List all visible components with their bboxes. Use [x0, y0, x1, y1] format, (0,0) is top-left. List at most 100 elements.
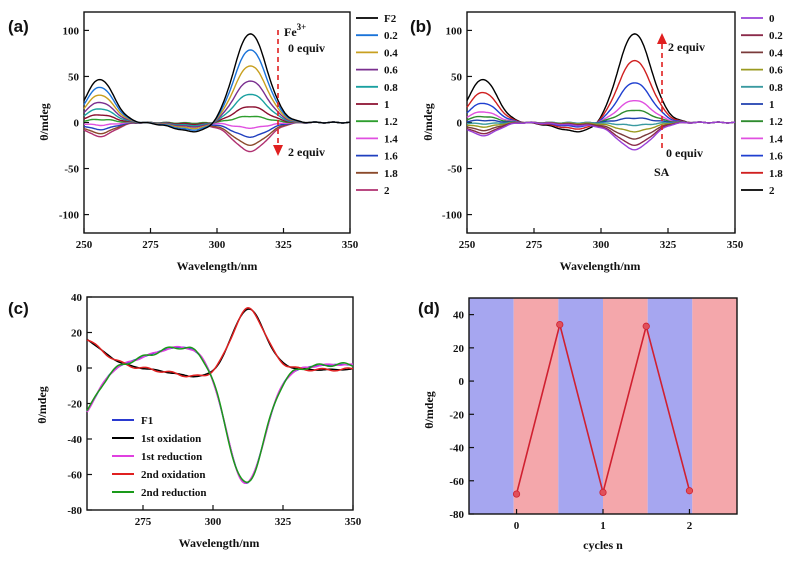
- legend-entry: 0.8: [769, 82, 783, 94]
- legend-entry: 1.2: [769, 116, 783, 128]
- ytick-label: 0: [77, 363, 83, 375]
- xtick-label: 325: [660, 239, 677, 251]
- ytick-label: 0: [457, 118, 463, 130]
- panel-d-background-bands: [469, 298, 737, 514]
- xtick-label: 250: [76, 239, 93, 251]
- ytick-label: -40: [449, 443, 464, 455]
- panel-c-xlabel: Wavelength/nm: [179, 536, 260, 550]
- legend-entry: 0.2: [384, 30, 398, 42]
- panel-b-ylabel: θ/mdeg: [421, 103, 435, 141]
- series-line: [83, 121, 351, 139]
- legend-entry: 1.4: [384, 133, 398, 145]
- background-band: [469, 298, 514, 514]
- legend-entry: 1: [384, 99, 390, 111]
- ytick-label: 40: [453, 310, 465, 322]
- legend-entry: 0.4: [384, 47, 398, 59]
- series-line: [86, 345, 354, 484]
- ytick-label: -100: [442, 210, 463, 222]
- ytick-label: 50: [68, 71, 80, 83]
- ytick-label: 0: [459, 376, 465, 388]
- legend-entry: 0.6: [769, 65, 783, 77]
- data-point: [512, 490, 521, 498]
- xtick-label: 275: [142, 239, 159, 251]
- panel-c-curves: [86, 307, 354, 485]
- legend-entry: 0: [769, 13, 775, 25]
- data-point: [599, 488, 607, 496]
- legend-entry: 1.6: [769, 151, 783, 163]
- panel-c-legend: F1 1st oxidation 1st reduction 2nd oxidatio…: [112, 415, 207, 499]
- panel-b-xlabel: Wavelength/nm: [560, 259, 641, 273]
- legend-entry: 2: [384, 185, 390, 197]
- ytick-label: 100: [446, 25, 463, 37]
- ytick-label: -60: [67, 470, 82, 482]
- series-line: [83, 33, 351, 133]
- legend-entry: 1.4: [769, 133, 783, 145]
- panel-a-start-label: 0 equiv: [288, 41, 325, 55]
- legend-entry: F1: [141, 415, 153, 427]
- panel-c-ylabel: θ/mdeg: [35, 386, 49, 424]
- series-line: [86, 346, 354, 484]
- panel-b-yticks: 100 50 0 -50 -100: [442, 25, 472, 222]
- panel-c-xticks: 275 300 325 350: [135, 505, 362, 528]
- panel-c: (c) θ/mdeg Wavelength/nm 40 20 0 -20 -40 -60 -…: [8, 292, 362, 550]
- legend-entry: 1.6: [384, 151, 398, 163]
- ytick-label: -20: [449, 409, 464, 421]
- panel-d-xlabel: cycles n: [583, 538, 623, 552]
- ytick-label: 100: [63, 25, 80, 37]
- panel-b-letter: (b): [410, 17, 432, 36]
- series-line: [86, 307, 354, 378]
- data-point: [556, 320, 564, 329]
- xtick-label: 0: [514, 520, 520, 532]
- legend-entry: 1st reduction: [141, 451, 202, 463]
- legend-entry: F2: [384, 13, 397, 25]
- xtick-label: 350: [345, 516, 362, 528]
- panel-b-legend: 0 0.2 0.4 0.6 0.8 1 1.2 1.4 1.6 1.8 2: [741, 13, 783, 197]
- legend-entry: 2: [769, 185, 775, 197]
- panel-a-ion-label: Fe3+: [284, 22, 306, 39]
- legend-entry: 0.2: [769, 30, 783, 42]
- panel-a-letter: (a): [8, 17, 29, 36]
- xtick-label: 300: [209, 239, 226, 251]
- panel-d-series: [512, 320, 694, 498]
- panel-a-yticks: 100 50 0 -50 -100: [59, 25, 89, 222]
- xtick-label: 350: [342, 239, 359, 251]
- ytick-label: -50: [64, 164, 79, 176]
- legend-entry: 1.8: [384, 168, 398, 180]
- legend-entry: 1.2: [384, 116, 398, 128]
- panel-a-xlabel: Wavelength/nm: [177, 259, 258, 273]
- legend-entry: 1: [769, 99, 775, 111]
- ytick-label: -50: [447, 164, 462, 176]
- ytick-label: 20: [71, 328, 83, 340]
- panel-d: (d) θ/mdeg cycles n 40 20 0 -20 -40 -60 -80 0 1…: [418, 297, 738, 552]
- panel-a-arrow-head: [273, 145, 283, 156]
- panel-a-legend: F2 0.2 0.4 0.6 0.8 1 1.2 1.4 1.6 1.8 2: [356, 13, 398, 197]
- xtick-label: 300: [205, 516, 222, 528]
- panel-a: (a) θ/mdeg Wavelength/nm 100 50 0 -50 -100 2…: [8, 11, 398, 273]
- background-band: [647, 298, 693, 514]
- xtick-label: 1: [600, 520, 606, 532]
- ytick-label: -60: [449, 476, 464, 488]
- xtick-label: 2: [687, 520, 693, 532]
- series-line: [466, 121, 736, 151]
- ytick-label: -100: [59, 210, 80, 222]
- panel-a-end-label: 2 equiv: [288, 145, 325, 159]
- background-band: [692, 298, 737, 514]
- xtick-label: 250: [459, 239, 476, 251]
- ytick-label: -20: [67, 399, 82, 411]
- xtick-label: 325: [275, 239, 292, 251]
- xtick-label: 300: [593, 239, 610, 251]
- xtick-label: 275: [526, 239, 543, 251]
- legend-entry: 0.8: [384, 82, 398, 94]
- panel-c-letter: (c): [8, 299, 29, 318]
- ytick-label: -80: [67, 505, 82, 517]
- panel-d-xticks: 0 1 2: [514, 509, 693, 532]
- legend-entry: 1.8: [769, 168, 783, 180]
- panel-d-letter: (d): [418, 299, 440, 318]
- panel-d-ylabel: θ/mdeg: [422, 391, 436, 429]
- panel-b-end-label: 2 equiv: [668, 40, 705, 54]
- panel-b-curves: [466, 33, 736, 151]
- panel-b-reagent-label: SA: [654, 165, 670, 179]
- ytick-label: 20: [453, 343, 465, 355]
- legend-entry: 0.4: [769, 47, 783, 59]
